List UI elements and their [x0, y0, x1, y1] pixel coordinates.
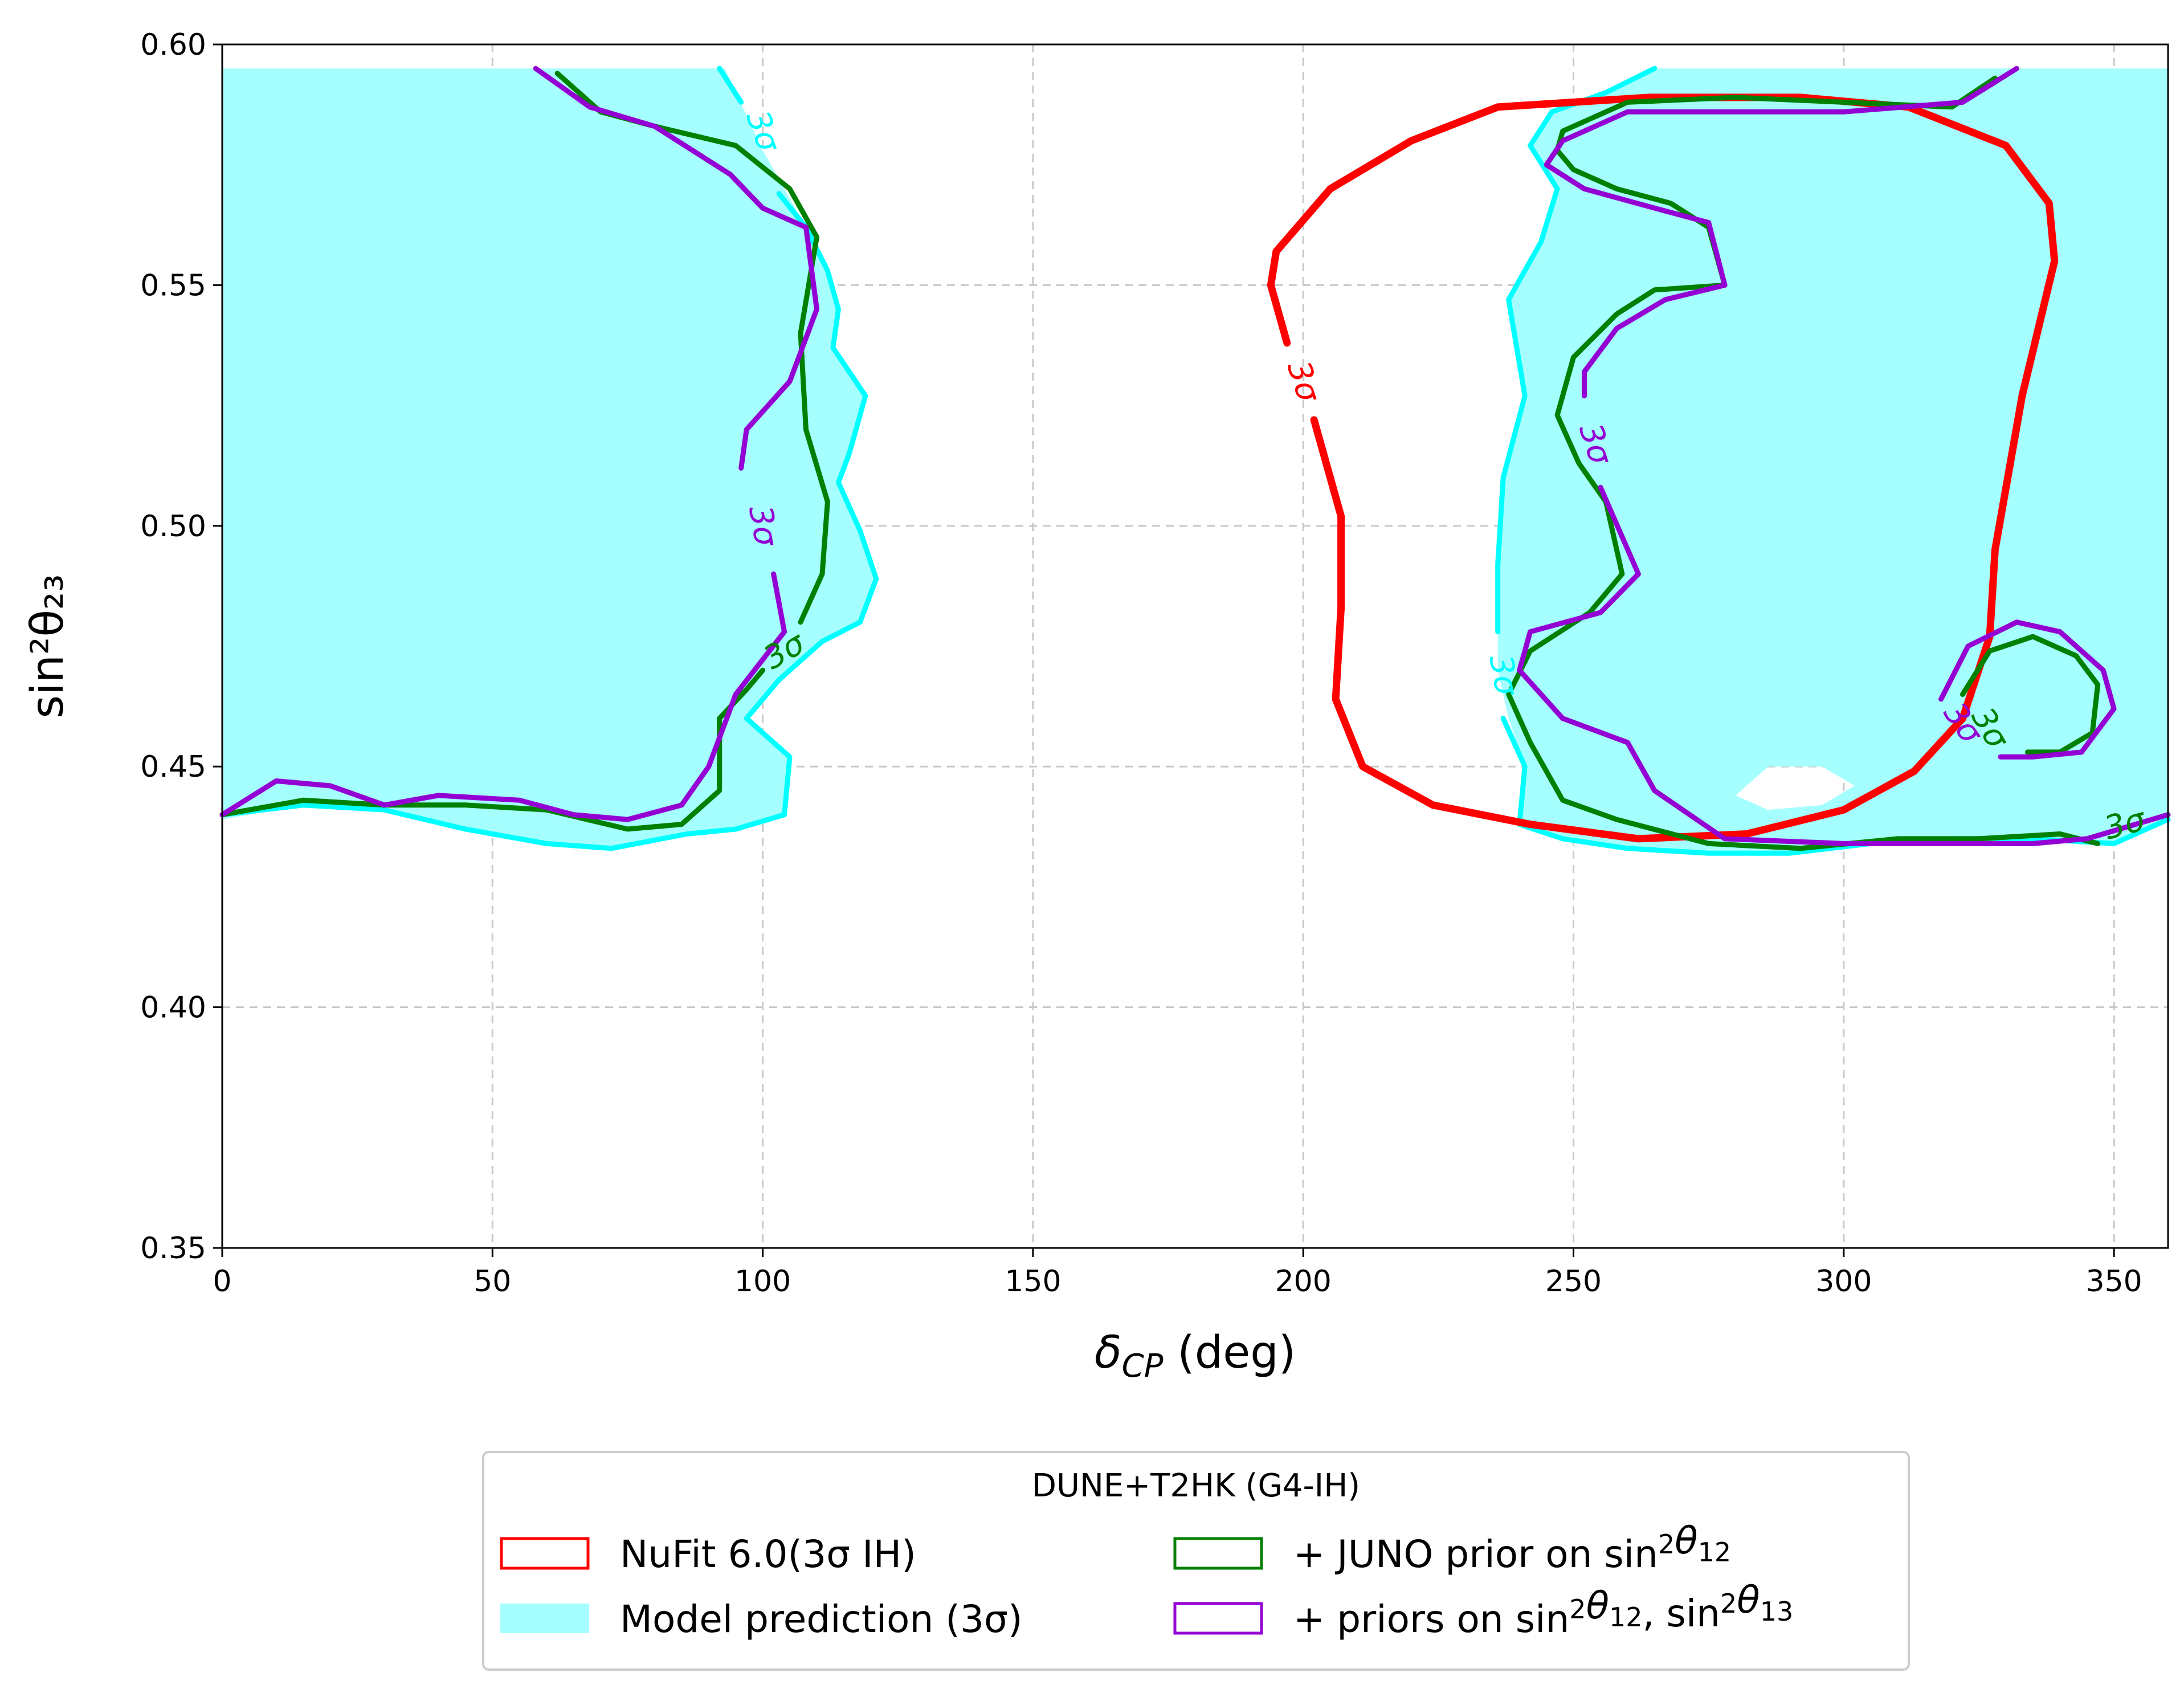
contour-segment: [533, 66, 819, 471]
x-tick-label: 250: [1545, 1264, 1602, 1299]
contour-segment: [1506, 75, 2101, 851]
contour-segment: [1500, 716, 2171, 856]
plot-frame: [221, 43, 2169, 1249]
x-tick-label: 50: [473, 1264, 511, 1299]
legend-title: DUNE+T2HK (G4-IH): [1032, 1467, 1360, 1504]
x-tick-label: 350: [2086, 1264, 2142, 1299]
x-tick-label: 200: [1275, 1264, 1332, 1299]
y-axis-label: sin²θ₂₃: [22, 574, 74, 718]
contour-segment: [1960, 634, 2101, 755]
contour-label: 3σ: [741, 503, 785, 550]
legend-swatch: [1173, 1602, 1263, 1635]
y-tick-label: 0.40: [140, 991, 206, 1025]
axis-ticks: 0 50 100 150 200 250 300 350 0.35 0.40 0.45 0.50 0.5…: [140, 28, 2142, 1299]
y-tick-label: 0.60: [140, 28, 206, 62]
contour-segment: [1544, 66, 2019, 399]
contour-segment: [219, 191, 879, 851]
legend: DUNE+T2HK (G4-IH) NuFit 6.0(3σ IH) Model …: [482, 1451, 1910, 1671]
legend-swatch: [1173, 1537, 1263, 1570]
model-prediction-region: [222, 68, 2168, 854]
contour-segment: [1310, 416, 1345, 611]
contour-label: 3σ: [1482, 652, 1526, 699]
contour-segment: [1938, 619, 2117, 760]
contour-segment: [717, 66, 744, 105]
x-tick-label: 300: [1815, 1264, 1872, 1299]
y-tick-label: 0.55: [140, 268, 206, 303]
contour-segment: [219, 571, 787, 822]
contour-segment: [1517, 484, 2171, 846]
legend-label: NuFit 6.0(3σ IH): [620, 1532, 916, 1576]
legend-entries: NuFit 6.0(3σ IH) Model prediction (3σ) + J…: [500, 1519, 1793, 1641]
x-tick-label: 100: [734, 1264, 791, 1299]
x-tick-label: 150: [1005, 1264, 1061, 1299]
legend-label: + priors on sin2θ12, sin2θ13: [1293, 1578, 1793, 1641]
legend-swatch: [500, 1604, 589, 1633]
legend-label: Model prediction (3σ): [620, 1597, 1023, 1641]
x-axis-label: δCP (deg): [1095, 1327, 1296, 1385]
contour-lines: [219, 66, 2171, 856]
legend-swatch: [500, 1537, 590, 1570]
legend-label: + JUNO prior on sin2θ12: [1293, 1519, 1731, 1576]
contour-segment: [1267, 93, 2059, 843]
legend-box: [482, 1451, 1910, 1671]
x-tick-label: 0: [213, 1264, 231, 1299]
y-tick-label: 0.45: [140, 750, 206, 784]
y-tick-label: 0.35: [140, 1231, 206, 1266]
y-tick-label: 0.50: [140, 509, 206, 544]
model-prediction-fill: [222, 68, 2168, 854]
